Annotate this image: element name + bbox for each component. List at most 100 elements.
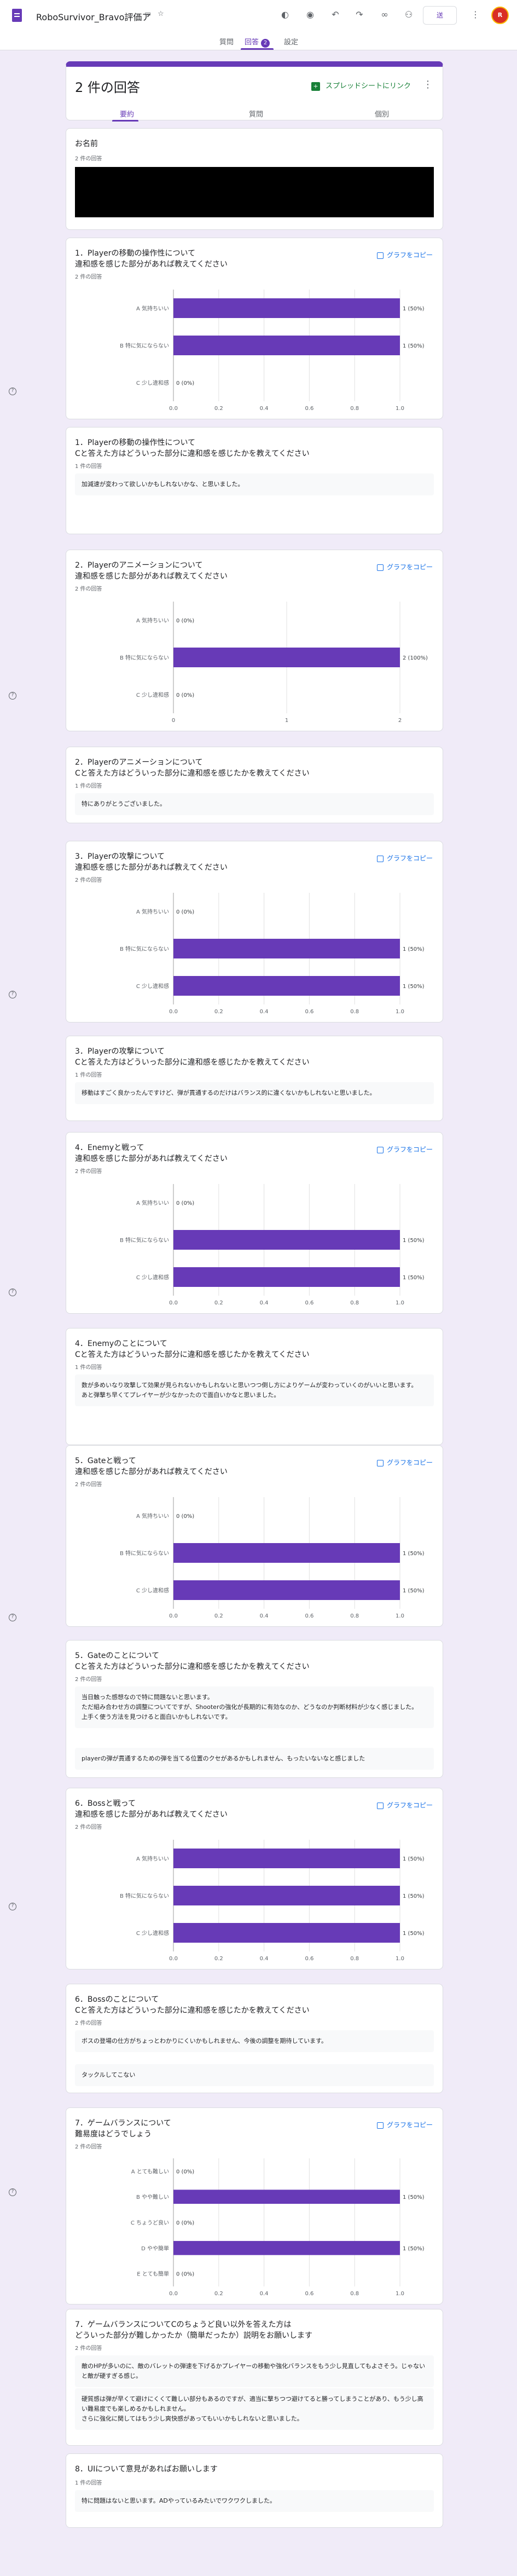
value-label: 1 (50%) (403, 343, 425, 349)
response-count: 2 件の回答 (75, 1482, 102, 1488)
text-response: ボスの登場の仕方がちょっとわかりにくいかもしれません、今後の調整を期待しています… (75, 2030, 434, 2052)
bar-chart-q3: 0.0 0.2 0.4 0.6 0.8 1.0 A 気持ちいい 0 (0%) B 特に気にならな… (120, 893, 425, 1015)
add-person-icon[interactable]: ⚇ (404, 9, 413, 20)
question-title: 3．Playerの攻撃について Cと答えた方はどういった部分に違和感を感じたかを… (75, 1047, 310, 1067)
value-label: 1 (50%) (403, 1588, 425, 1594)
bar (173, 1580, 400, 1600)
value-label: 0 (0%) (176, 1514, 194, 1520)
category-label: B 特に気にならない (120, 1550, 169, 1557)
question-title: 5．Gateと戦って 違和感を感じた部分があれば教えてください (75, 1457, 228, 1476)
avatar[interactable]: R (491, 7, 509, 24)
copy-chart-button[interactable]: グラフをコピー (376, 1458, 433, 1467)
subtab-summary[interactable]: 要約 (120, 111, 135, 119)
copy-chart-label: グラフをコピー (386, 1146, 433, 1153)
bar (173, 336, 400, 355)
palette-icon[interactable]: ◐ (281, 9, 289, 20)
x-tick-label: 0.2 (214, 1613, 223, 1619)
question-title: 8．UIについて意見があればお願いします (75, 2465, 218, 2474)
x-tick-label: 1.0 (396, 1613, 404, 1619)
tab-questions[interactable]: 質問 (219, 38, 234, 47)
value-label: 0 (0%) (176, 380, 194, 386)
question-card-6-text: 6．Bossのことについて Cと答えた方はどういった部分に違和感を感じたかを教え… (66, 1984, 443, 2093)
send-button[interactable]: 送 (423, 6, 457, 25)
x-tick-label: 0.6 (305, 2291, 313, 2297)
x-tick-label: 1.0 (396, 1300, 404, 1306)
copy-chart-button[interactable]: グラフをコピー (376, 562, 433, 571)
copy-chart-button[interactable]: グラフをコピー (376, 1145, 433, 1154)
response-count: 2 件の回答 (75, 2346, 102, 2352)
copy-chart-button[interactable]: グラフをコピー (376, 1800, 433, 1810)
x-tick-label: 0.2 (214, 1956, 223, 1962)
question-title: 1．Playerの移動の操作性について 違和感を感じた部分があれば教えてください (75, 249, 228, 269)
text-response: 特に問題はないと思います。ADやっているみたいでワクワクしました。 (75, 2490, 434, 2512)
bar (173, 1849, 400, 1868)
question-title: 5．Gateのことについて Cと答えた方はどういった部分に違和感を感じたかを教え… (75, 1651, 310, 1671)
x-tick-label: 0.4 (260, 1300, 269, 1306)
value-label: 1 (50%) (403, 1856, 425, 1862)
category-label: B 特に気にならない (120, 654, 169, 661)
help-icon[interactable]: ? (9, 388, 16, 395)
x-tick-label: 0.6 (305, 1956, 313, 1962)
question-card-4-text: 4．Enemyのことについて Cと答えた方はどういった部分に違和感を感じたかを教… (66, 1328, 443, 1445)
copy-icon (376, 1146, 384, 1153)
help-icon[interactable]: ? (9, 1614, 16, 1621)
copy-chart-button[interactable]: グラフをコピー (376, 853, 433, 863)
text-response: 数が多めいなり攻撃して効果が見られないかもしれないと思いつつ倒し方によりゲームが… (75, 1374, 434, 1406)
link-to-sheets-button[interactable]: + スプレッドシートにリンク (311, 80, 411, 91)
copy-chart-button[interactable]: グラフをコピー (376, 250, 433, 259)
x-tick-label: 0.8 (350, 406, 359, 412)
question-title: 1．Playerの移動の操作性について Cと答えた方はどういった部分に違和感を感… (75, 438, 310, 458)
x-tick-label: 0.0 (169, 1009, 178, 1015)
subtab-question[interactable]: 質問 (249, 111, 264, 119)
category-label: C 少し違和感 (136, 379, 169, 386)
response-count: 1 件の回答 (75, 1365, 102, 1371)
copy-icon (376, 2122, 384, 2129)
star-icon[interactable]: ☆ (158, 10, 164, 18)
category-label: C 少し違和感 (136, 1274, 169, 1281)
kebab-icon[interactable]: ⋮ (471, 9, 480, 20)
undo-icon[interactable]: ↶ (332, 9, 339, 20)
bar-chart-q1: 0.0 0.2 0.4 0.6 0.8 1.0 A 気持ちいい 1 (50%) B 特に気になら… (120, 290, 425, 412)
value-label: 1 (50%) (403, 1893, 425, 1899)
x-tick-label: 1.0 (396, 406, 404, 412)
help-icon[interactable]: ? (9, 1903, 16, 1910)
x-tick-label: 0.8 (350, 1613, 359, 1619)
question-title: 4．Enemyのことについて Cと答えた方はどういった部分に違和感を感じたかを教… (75, 1339, 310, 1359)
form-title[interactable]: RoboSurvivor_Bravo評価ア (36, 12, 151, 22)
response-count: 2 件の回答 (75, 586, 102, 592)
response-count: 2 件の回答 (75, 156, 102, 162)
x-tick-label: 0.6 (305, 1009, 313, 1015)
x-tick-label: 1 (285, 718, 288, 724)
link-icon[interactable]: ∞ (381, 9, 388, 20)
copy-chart-label: グラフをコピー (386, 2121, 433, 2129)
x-tick-label: 0.6 (305, 1300, 313, 1306)
x-tick-label: 0.8 (350, 2291, 359, 2297)
x-tick-label: 0.2 (214, 1009, 223, 1015)
x-tick-label: 0.0 (169, 1956, 178, 1962)
value-label: 1 (50%) (403, 1931, 425, 1937)
value-label: 1 (50%) (403, 1238, 425, 1244)
bar (173, 1923, 400, 1943)
help-icon[interactable]: ? (9, 692, 16, 700)
redo-icon[interactable]: ↷ (356, 9, 363, 20)
more-options-icon[interactable]: ⋮ (423, 79, 433, 90)
response-count: 1 件の回答 (75, 783, 102, 789)
help-icon[interactable]: ? (9, 2188, 16, 2196)
folder-move-icon[interactable]: ▭ (144, 10, 152, 18)
tab-settings[interactable]: 設定 (284, 38, 299, 47)
question-card-4-chart: 4．Enemyと戦って 違和感を感じた部分があれば教えてください 2 件の回答 … (66, 1132, 443, 1314)
preview-icon[interactable]: ◉ (306, 9, 314, 20)
help-icon[interactable]: ? (9, 1289, 16, 1296)
question-title: 7．ゲームバランスについて 難易度はどうでしょう (75, 2119, 171, 2139)
category-label: C 少し違和感 (136, 983, 169, 990)
tab-responses[interactable]: 回答 2 (245, 36, 270, 48)
form-nav-tabs: 質問 回答 2 設定 (0, 31, 517, 50)
copy-chart-button[interactable]: グラフをコピー (376, 2120, 433, 2129)
category-label: D やや簡単 (141, 2245, 169, 2252)
x-tick-label: 2 (398, 718, 402, 724)
bar (173, 976, 400, 996)
x-tick-label: 0.0 (169, 1613, 178, 1619)
subtab-individual[interactable]: 個別 (375, 111, 390, 119)
forms-logo-icon[interactable] (12, 9, 22, 22)
help-icon[interactable]: ? (9, 991, 16, 998)
